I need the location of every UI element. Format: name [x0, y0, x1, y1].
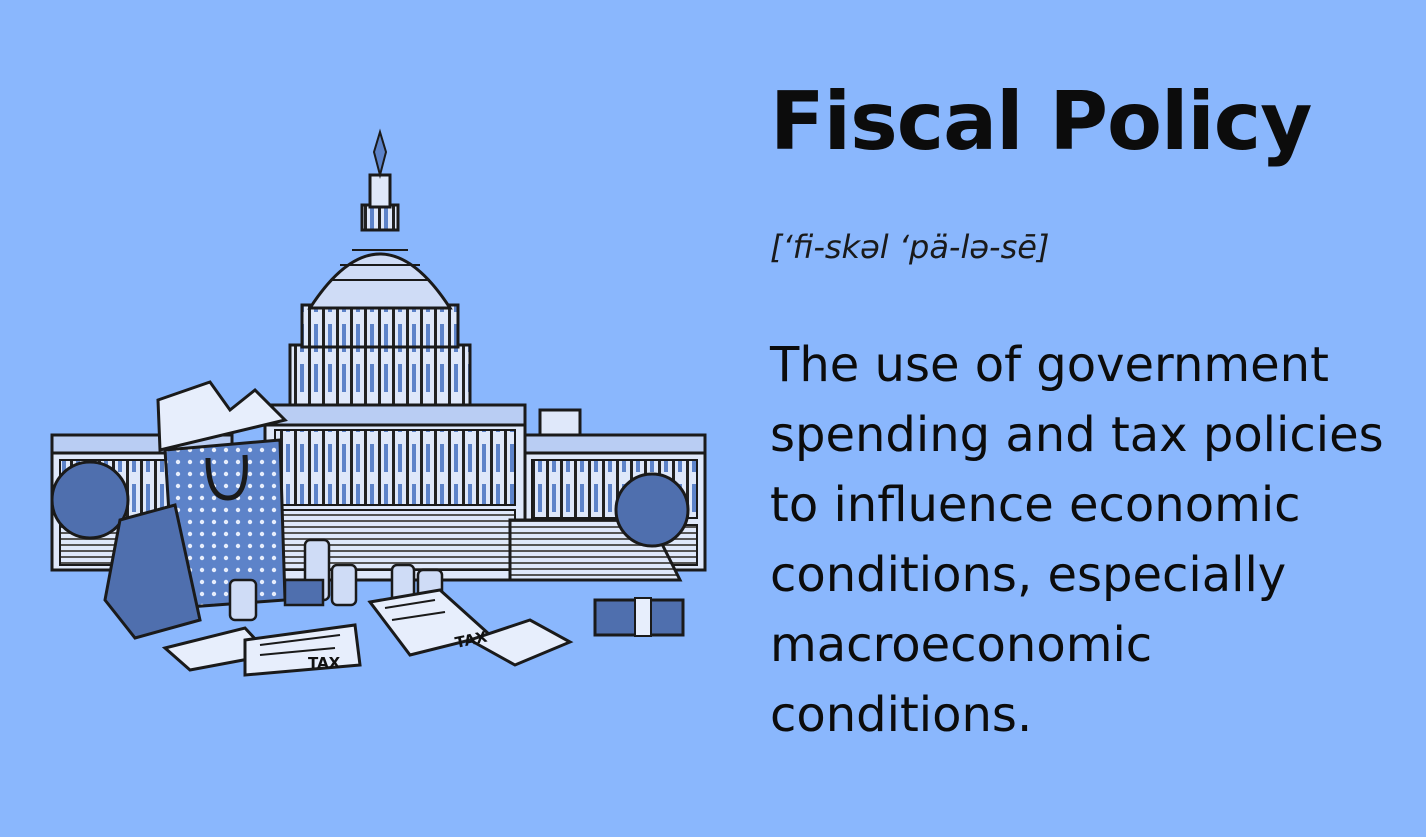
shopping-bag — [103, 503, 202, 640]
definition-text: The use of government spending and tax p… — [770, 337, 1384, 743]
money-stack — [593, 597, 685, 637]
term-title: Fiscal Policy — [770, 75, 1312, 168]
capitol-illustration: TAX TAX — [50, 128, 707, 677]
tree-left — [50, 460, 130, 540]
capitol-dome — [288, 128, 472, 407]
tax-papers: TAX TAX — [161, 588, 574, 677]
tax-label-1: TAX — [308, 654, 341, 672]
pronunciation: [‘fi-skəl ʻpä-lə-sē] — [770, 228, 1050, 266]
tree-right — [614, 472, 690, 548]
